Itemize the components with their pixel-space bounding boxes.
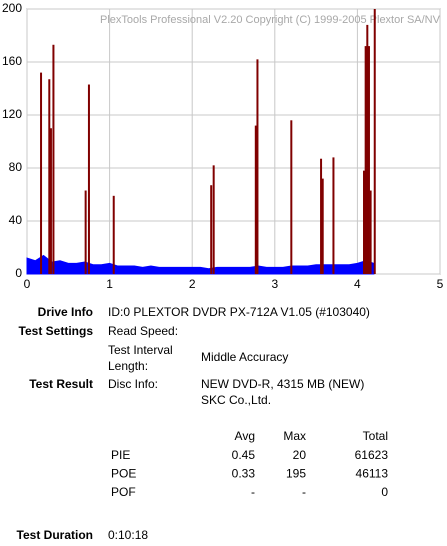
- column-header: Total: [363, 429, 388, 443]
- watermark: PlexTools Professional V2.20 Copyright (…: [100, 14, 441, 26]
- po-spike: [290, 120, 293, 274]
- po-spike: [212, 165, 215, 274]
- value: 0:10:18: [108, 528, 148, 542]
- cell: -: [251, 485, 255, 499]
- column-header: Avg: [235, 429, 255, 443]
- value: NEW DVD-R, 4315 MB (NEW): [201, 377, 364, 391]
- value: Test Interval: [108, 343, 173, 357]
- x-tick-label: 3: [271, 277, 278, 291]
- x-tick-label: 4: [354, 277, 361, 291]
- label: Drive Info: [38, 305, 93, 319]
- po-spike: [112, 195, 115, 274]
- row-label: POF: [111, 485, 136, 499]
- po-spike: [373, 9, 376, 274]
- cell: 20: [293, 448, 307, 462]
- column-header: Max: [283, 429, 306, 443]
- po-spike: [48, 79, 51, 274]
- po-spike: [49, 128, 52, 274]
- po-spike: [84, 190, 87, 274]
- po-spike: [254, 125, 257, 274]
- po-spike: [40, 72, 43, 274]
- y-tick-label: 80: [9, 160, 23, 174]
- row-label: POE: [111, 467, 136, 481]
- po-spike: [364, 46, 367, 274]
- label: Test Settings: [19, 324, 94, 338]
- po-spike: [321, 178, 324, 274]
- row-label: PIE: [111, 448, 130, 462]
- cell: 0.33: [232, 467, 256, 481]
- x-tick-label: 2: [189, 277, 196, 291]
- y-tick-label: 120: [2, 107, 22, 121]
- label: Test Duration: [17, 528, 93, 542]
- cell: 0: [381, 485, 388, 499]
- y-tick-label: 200: [2, 1, 22, 15]
- po-spike: [320, 158, 323, 274]
- value: Length:: [108, 359, 148, 373]
- label: Test Result: [29, 377, 93, 391]
- cell: 195: [286, 467, 306, 481]
- po-spike: [366, 24, 369, 275]
- cell: 61623: [355, 448, 389, 462]
- value: Middle Accuracy: [201, 350, 288, 364]
- cell: 0.45: [232, 448, 256, 462]
- po-spike: [367, 46, 370, 274]
- po-spike: [52, 44, 55, 275]
- value: Read Speed:: [108, 324, 178, 338]
- y-tick-label: 40: [9, 213, 23, 227]
- cell: 46113: [356, 467, 389, 481]
- po-spike: [332, 157, 335, 274]
- value: ID:0 PLEXTOR DVDR PX-712A V1.05 (#103040…: [108, 305, 370, 319]
- po-spike: [369, 190, 372, 274]
- x-tick-label: 5: [437, 277, 444, 291]
- y-tick-label: 160: [2, 54, 22, 68]
- value: SKC Co.,Ltd.: [201, 393, 271, 407]
- value: Disc Info:: [108, 377, 158, 391]
- po-spike: [363, 170, 366, 274]
- po-spike: [87, 84, 90, 275]
- cell: -: [302, 485, 306, 499]
- po-spike: [210, 185, 213, 274]
- po-spike: [256, 59, 259, 274]
- x-tick-label: 0: [24, 277, 31, 291]
- y-tick-label: 0: [15, 266, 22, 280]
- x-tick-label: 1: [106, 277, 113, 291]
